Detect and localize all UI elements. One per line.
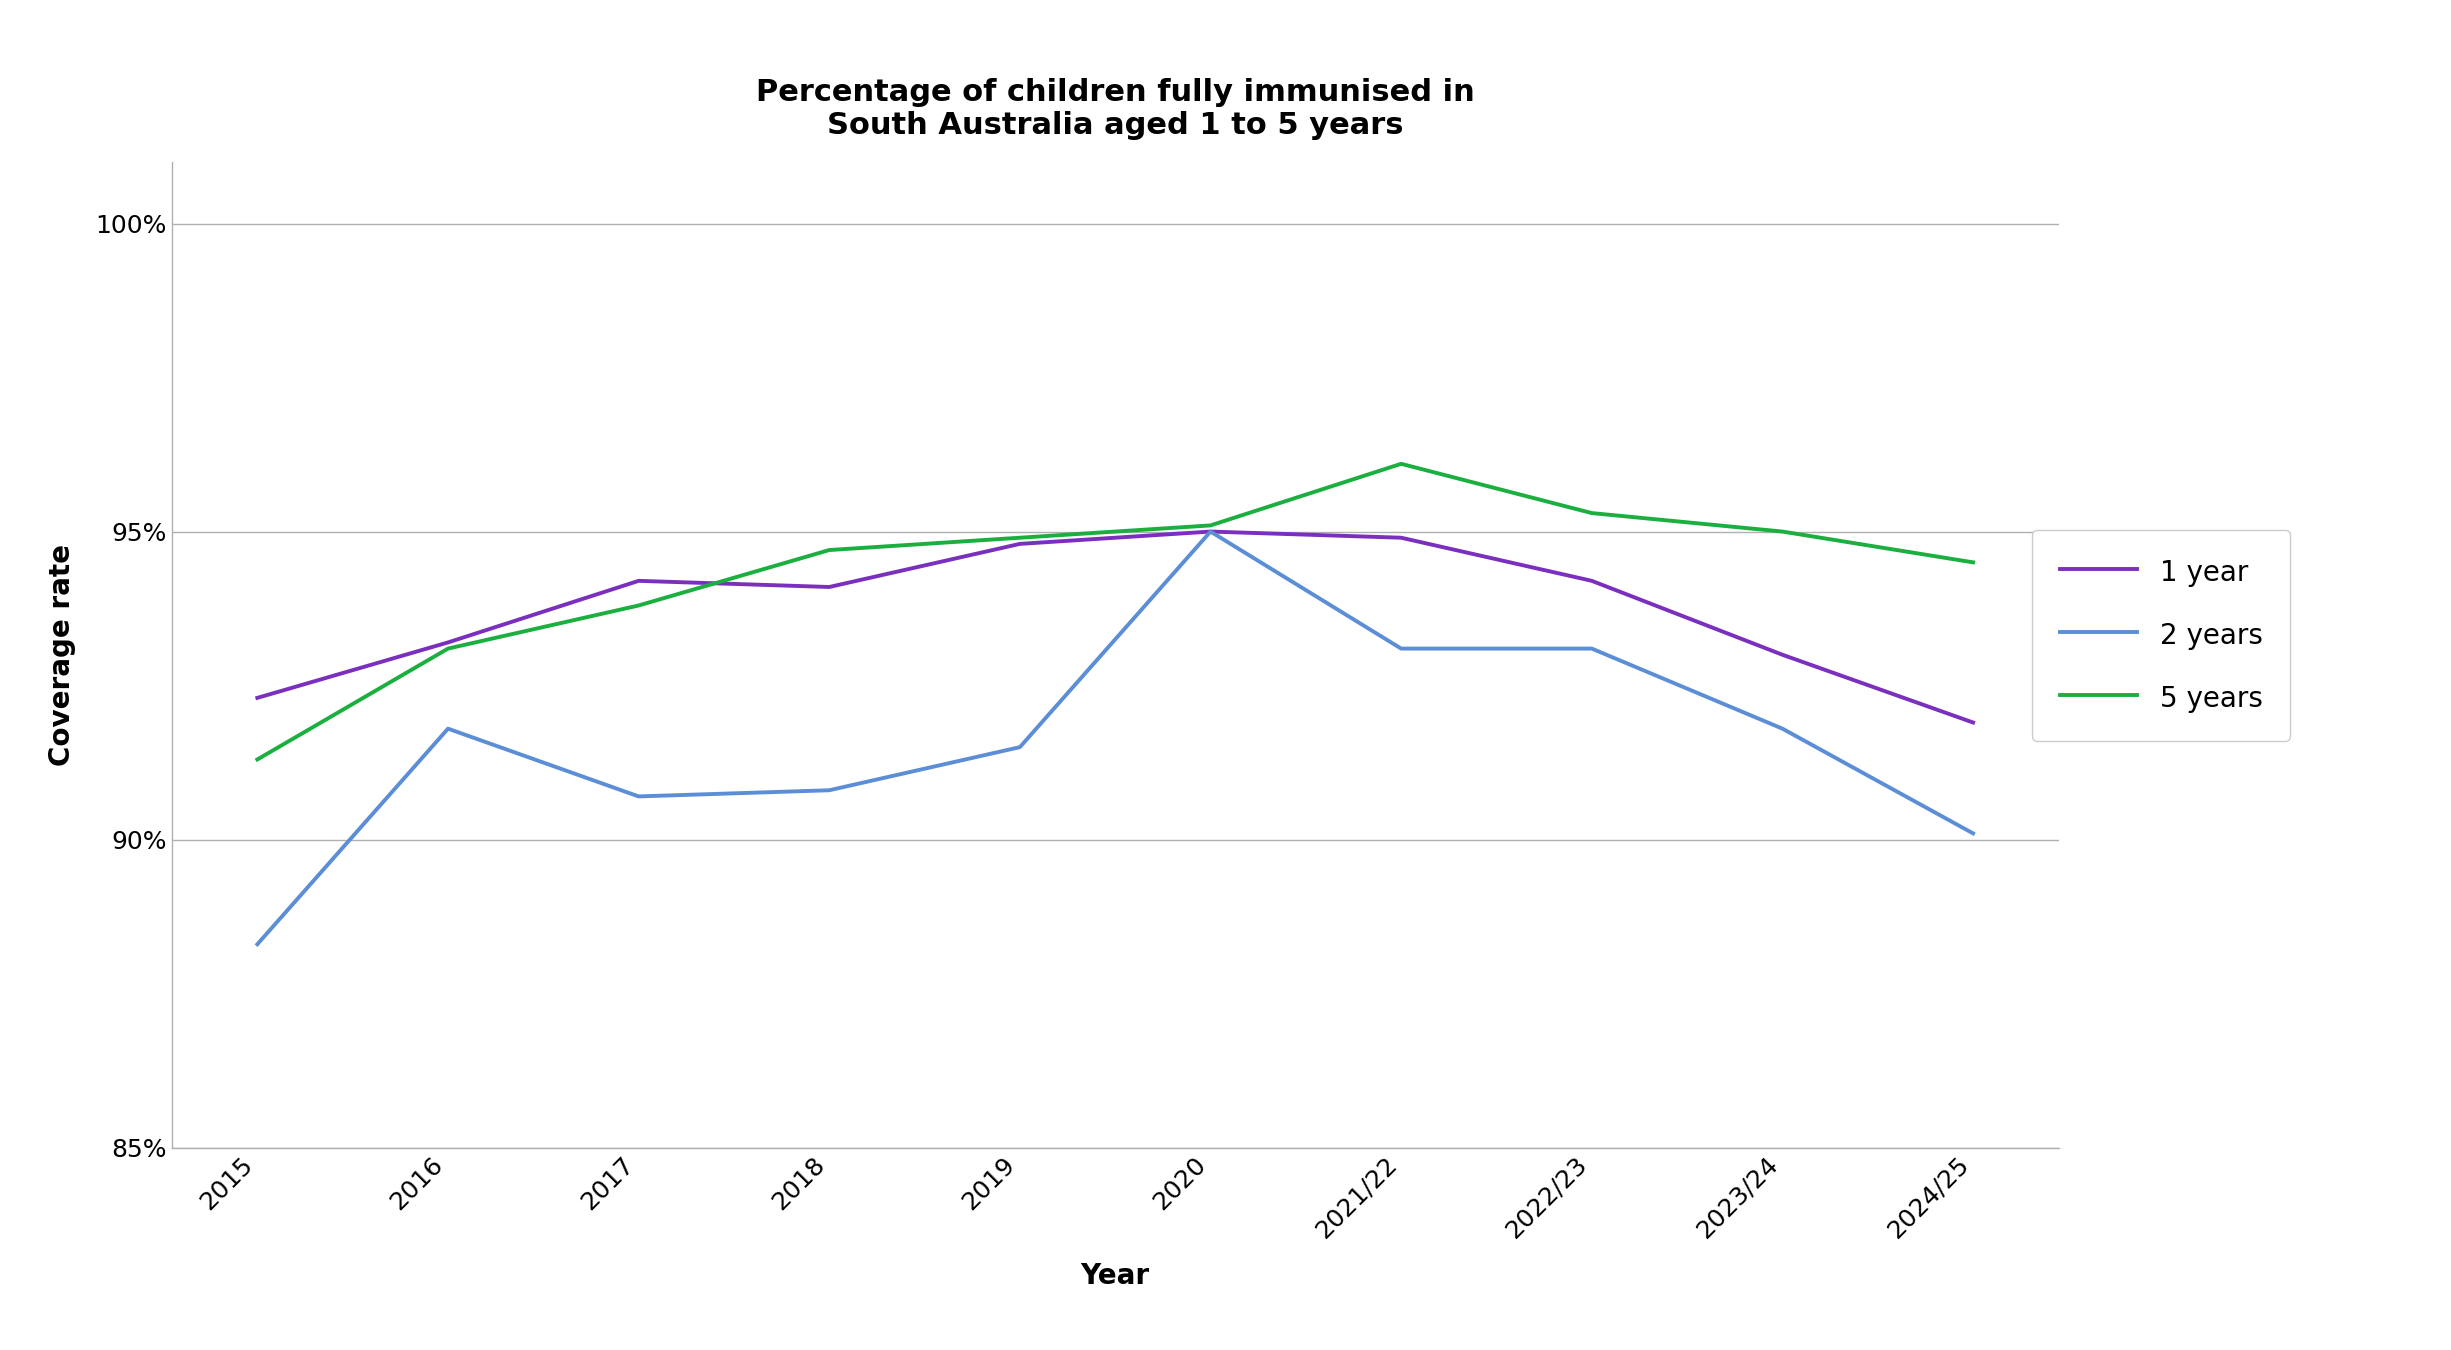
Y-axis label: Coverage rate: Coverage rate <box>49 544 76 765</box>
Legend: 1 year, 2 years, 5 years: 1 year, 2 years, 5 years <box>2032 529 2289 741</box>
2 years <box>1387 640 1417 656</box>
5 years <box>243 752 272 768</box>
5 years <box>1005 529 1034 545</box>
5 years <box>1576 505 1605 521</box>
1 year <box>1958 714 1988 730</box>
1 year <box>1767 647 1797 663</box>
1 year <box>1387 529 1417 545</box>
Line: 1 year: 1 year <box>257 532 1973 722</box>
2 years <box>1767 721 1797 737</box>
2 years <box>625 788 654 805</box>
2 years <box>1576 640 1605 656</box>
Line: 5 years: 5 years <box>257 464 1973 760</box>
5 years <box>1387 456 1417 472</box>
Line: 2 years: 2 years <box>257 532 1973 944</box>
1 year <box>814 579 843 595</box>
1 year <box>434 634 463 651</box>
2 years <box>814 782 843 798</box>
5 years <box>1958 555 1988 571</box>
1 year <box>243 690 272 706</box>
1 year <box>1005 536 1034 552</box>
5 years <box>814 541 843 558</box>
2 years <box>1958 825 1988 841</box>
2 years <box>1196 524 1226 540</box>
X-axis label: Year: Year <box>1081 1262 1150 1291</box>
2 years <box>1005 738 1034 755</box>
2 years <box>434 721 463 737</box>
1 year <box>625 572 654 589</box>
5 years <box>1767 524 1797 540</box>
5 years <box>1196 517 1226 533</box>
5 years <box>434 640 463 656</box>
1 year <box>1196 524 1226 540</box>
2 years <box>243 936 272 952</box>
5 years <box>625 598 654 614</box>
Title: Percentage of children fully immunised in
South Australia aged 1 to 5 years: Percentage of children fully immunised i… <box>755 77 1476 140</box>
1 year <box>1576 572 1605 589</box>
